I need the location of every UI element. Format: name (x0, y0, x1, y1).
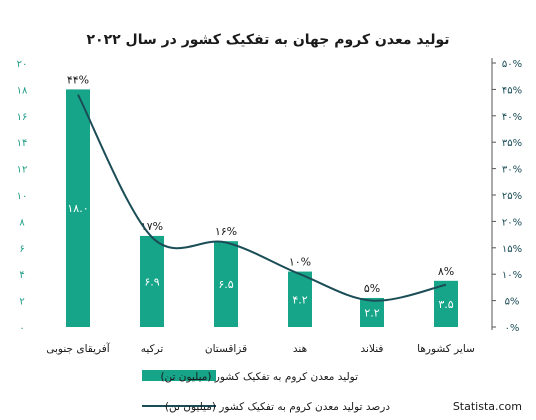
bar (360, 297, 384, 327)
category-label: قزاقستان (205, 343, 247, 355)
percent-value-label: ۱۰% (289, 256, 311, 269)
left-tick-label: ۱۴ (17, 138, 28, 149)
category-label: هند (293, 343, 307, 355)
bar (288, 271, 312, 327)
left-axis: ۰ ۲ ۴ ۶ ۸ ۱۰ ۱۲ ۱۴ ۱۶ ۱۸ ۲۰ (17, 59, 28, 334)
left-tick-label: ۴ (19, 270, 24, 281)
category-label: فنلاند (361, 343, 384, 355)
bar (140, 235, 164, 327)
right-tick-label: ۵۰% (502, 59, 522, 70)
right-tick-label: ۱۰% (502, 270, 522, 281)
bar (434, 280, 458, 327)
bar (66, 89, 90, 328)
bar-value-label: ۲.۲ (364, 306, 379, 319)
left-tick-label: ۶ (19, 244, 24, 255)
legend-bar-swatch (142, 370, 216, 381)
bar-value-label: ۶.۹ (144, 275, 159, 288)
right-tick-label: ۲۰% (502, 217, 522, 228)
right-tick-label: ۱۵% (502, 244, 522, 255)
bar (214, 241, 238, 327)
source-label: Statista.com (453, 400, 522, 413)
legend-bar-label: تولید معدن کروم به تفکیک کشور (میلیون تن… (160, 371, 358, 383)
right-tick-label: ۵% (505, 297, 520, 308)
left-tick-label: ۸ (19, 217, 25, 228)
percent-value-label: ۵% (364, 282, 380, 295)
left-tick-label: ۰ (19, 323, 24, 334)
left-tick-label: ۱۲ (17, 165, 28, 176)
left-tick-label: ۱۰ (17, 191, 28, 202)
right-axis: ۰% ۵% ۱۰% ۱۵% ۲۰% ۲۵% ۳۰% ۳۵% ۴۰% ۴۵% ۵۰% (492, 59, 522, 334)
left-tick-label: ۱۶ (17, 112, 28, 123)
bar-value-label: ۴.۲ (292, 293, 307, 306)
category-label: سایر کشورها (417, 343, 475, 355)
percent-value-label: ۱۶% (215, 225, 237, 238)
right-tick-label: ۳۵% (502, 138, 522, 149)
right-tick-label: ۲۵% (502, 191, 522, 202)
bar-value-label: ۱۸.۰ (67, 202, 88, 215)
left-tick-label: ۲ (19, 297, 24, 308)
bar-series: ۱۸.۰۶.۹ ۶.۵۴.۲۲.۲۳.۵۴۴%۱۷% ۱۶%۱۰%۵%۸% (66, 73, 458, 328)
right-tick-label: ۴۵% (502, 85, 522, 96)
bar-value-label: ۶.۵ (218, 278, 233, 291)
legend-line-label: درصد تولید معدن کروم به تفکیک کشور (میلی… (165, 401, 390, 413)
left-tick-label: ۲۰ (17, 59, 28, 70)
right-tick-label: ۴۰% (502, 112, 522, 123)
category-label: ترکیه (141, 343, 164, 355)
bar-value-label: ۳.۵ (438, 298, 453, 311)
chart-title: تولید معدن کروم جهان به تفکیک کشور در سا… (86, 32, 449, 48)
right-tick-label: ۳۰% (502, 165, 522, 176)
left-tick-label: ۱۸ (17, 85, 28, 96)
percent-line (77, 94, 447, 302)
right-tick-label: ۰% (505, 323, 520, 334)
category-labels: آفریقای جنوبی ترکیه قزاقستان هند فنلاند سایر … (46, 342, 475, 355)
category-label: آفریقای جنوبی (46, 342, 111, 355)
percent-value-label: ۸% (438, 265, 454, 278)
percent-value-label: ۴۴% (67, 73, 89, 86)
